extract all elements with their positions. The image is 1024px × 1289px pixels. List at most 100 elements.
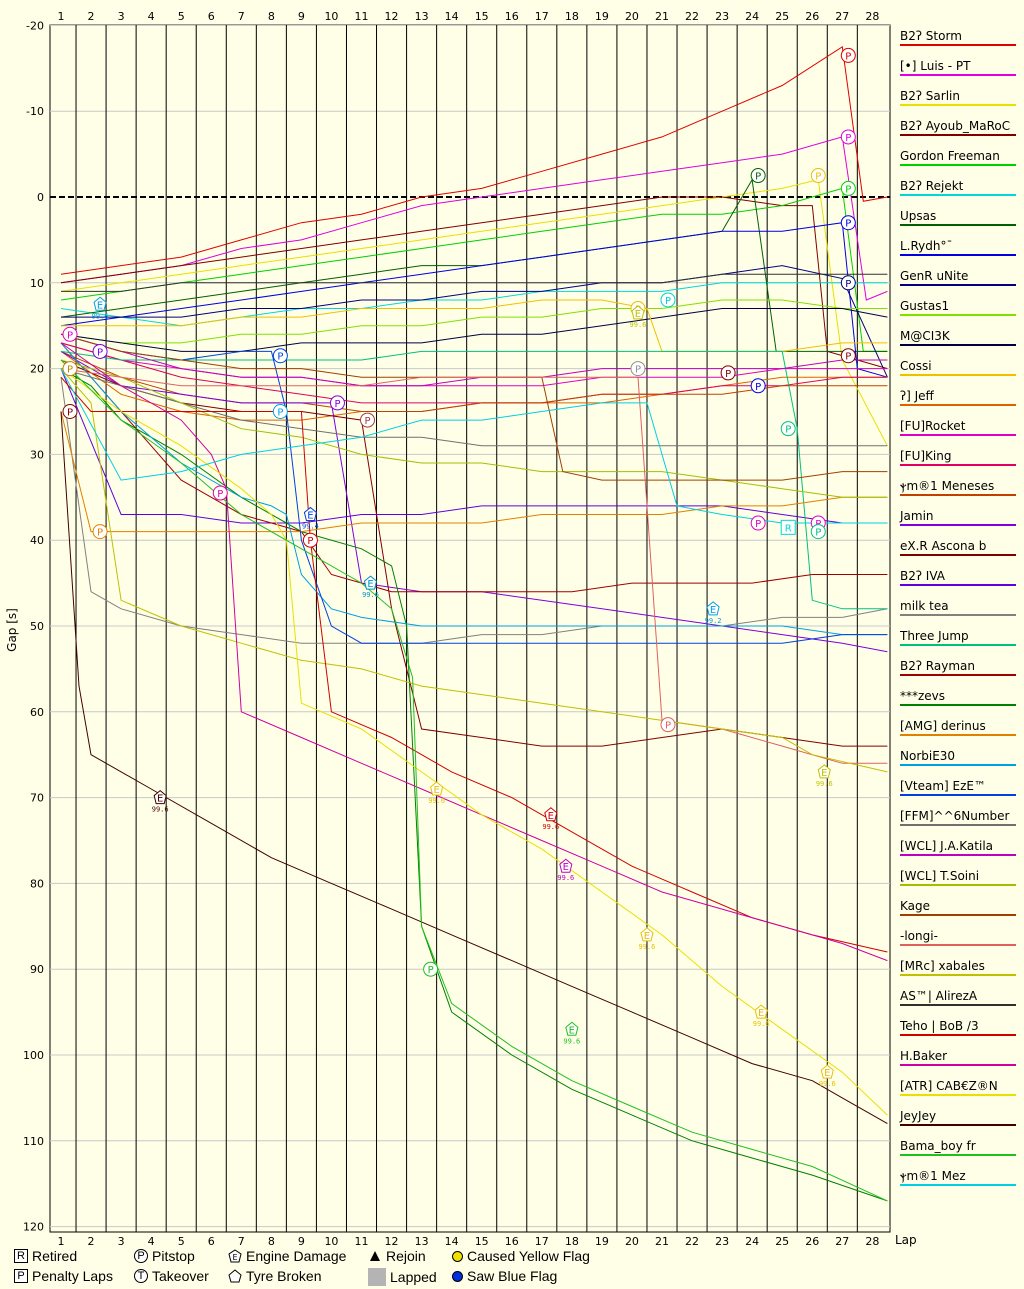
race-gap-chart: -20-100102030405060708090100110120112233…	[5, 10, 1016, 1248]
key-saw-blue-flag: Saw Blue Flag	[452, 1268, 557, 1284]
legend-entry: [WCL] J.A.Katila	[900, 839, 993, 853]
retired-icon: R	[14, 1249, 28, 1263]
engine-damage-marker	[631, 305, 645, 320]
legend-entry: M@CI3K	[900, 329, 951, 343]
x-tick-label: 2	[88, 1235, 95, 1248]
x-tick-label: 24	[745, 1235, 759, 1248]
series-line	[60, 368, 888, 1116]
x-tick-label-top: 11	[355, 10, 369, 23]
x-tick-label-top: 10	[324, 10, 338, 23]
event-symbol: P	[845, 352, 851, 363]
pitstop-marker	[62, 326, 78, 342]
engine-damage-marker	[706, 601, 720, 616]
event-symbol: P	[815, 172, 821, 183]
key-penalty-laps-label: Penalty Laps	[32, 1268, 113, 1284]
y-tick-label: 60	[30, 706, 44, 719]
legend-entry: ***zevs	[900, 689, 945, 703]
x-tick-label: 25	[775, 1235, 789, 1248]
pitstop-marker	[660, 717, 676, 733]
pitstop-marker	[840, 215, 856, 231]
x-tick-label: 23	[715, 1235, 729, 1248]
x-tick-label-top: 8	[268, 10, 275, 23]
event-symbol: R	[785, 523, 792, 534]
key-lapped-label: Lapped	[390, 1269, 437, 1285]
event-symbol: P	[428, 965, 434, 976]
pitstop-marker	[780, 421, 796, 437]
key-retired: R Retired	[14, 1248, 77, 1264]
x-tick-label-top: 13	[415, 10, 429, 23]
x-tick-label-top: 17	[535, 10, 549, 23]
pitstop-marker	[750, 378, 766, 394]
legend-entry: NorbiE30	[900, 749, 955, 763]
x-tick-label: 6	[208, 1235, 215, 1248]
y-tick-label: 120	[23, 1221, 44, 1234]
x-tick-label: 8	[268, 1235, 275, 1248]
engine-damage-marker	[93, 296, 107, 311]
legend-entry: JeyJey	[899, 1109, 936, 1123]
engine-damage-label: 99.6	[816, 780, 833, 788]
event-symbol: P	[635, 365, 641, 376]
pitstop-marker	[92, 524, 108, 540]
legend-entry: -longi-	[900, 929, 938, 943]
y-tick-label: 80	[30, 877, 44, 890]
event-symbol: P	[67, 408, 73, 419]
key-saw-blue-flag-label: Saw Blue Flag	[467, 1268, 558, 1284]
legend-entry: AS™| AlirezA	[900, 989, 978, 1003]
event-symbol: P	[277, 408, 283, 419]
pitstop-marker	[810, 168, 826, 184]
event-symbol: E	[433, 785, 439, 796]
engine-damage-marker	[363, 575, 378, 590]
x-tick-label-top: 19	[595, 10, 609, 23]
pitstop-marker	[840, 275, 856, 291]
event-symbol: P	[277, 352, 283, 363]
x-tick-label: 13	[415, 1235, 429, 1248]
engine-damage-label: 99.4	[302, 522, 319, 530]
legend-entry: milk tea	[900, 599, 949, 613]
event-symbol: P	[785, 425, 791, 436]
series-line	[60, 187, 888, 352]
legend-entry: Gustas1	[900, 299, 949, 313]
pitstop-marker	[660, 292, 676, 308]
legend-entry: [•] Luis - PT	[900, 59, 971, 73]
engine-damage-marker	[640, 927, 654, 942]
x-tick-label-top: 12	[385, 10, 399, 23]
legend-entry: B2ʔ Sarlin	[900, 89, 960, 103]
x-tick-label-top: 4	[148, 10, 155, 23]
series-line	[60, 368, 888, 773]
y-tick-label: 0	[37, 191, 44, 204]
event-symbol: P	[845, 133, 851, 144]
key-caused-yellow-flag: Caused Yellow Flag	[452, 1248, 590, 1264]
pitstop-marker	[62, 361, 78, 377]
legend-entry: ʔ] Jeff	[900, 389, 935, 403]
engine-damage-marker	[565, 1021, 579, 1036]
y-tick-label: 10	[30, 277, 44, 290]
x-tick-label-top: 26	[805, 10, 819, 23]
legend-entry: Teho | BoB /3	[899, 1019, 979, 1033]
event-symbol: P	[755, 382, 761, 393]
legend-entry: [ATR] CAB€Z®N	[900, 1079, 998, 1093]
x-tick-label-top: 24	[745, 10, 759, 23]
engine-damage-label: 99.6	[639, 943, 656, 951]
series-line	[60, 342, 888, 962]
pitstop-marker	[212, 485, 228, 501]
pitstop-marker	[423, 961, 439, 977]
engine-damage-marker	[559, 858, 573, 873]
pitstop-marker	[62, 404, 78, 419]
engine-damage-icon: E	[228, 1249, 242, 1263]
x-tick-label-top: 25	[775, 10, 789, 23]
x-tick-label: 17	[535, 1235, 549, 1248]
svg-text:E: E	[232, 1253, 237, 1262]
engine-damage-label: 99.6	[428, 797, 445, 805]
y-tick-label: 110	[23, 1135, 44, 1148]
event-symbol: P	[364, 416, 370, 427]
x-tick-label: 21	[655, 1235, 669, 1248]
event-symbol: P	[845, 184, 851, 195]
engine-damage-label: 99.2	[705, 617, 722, 625]
series-line	[60, 196, 888, 370]
key-takeover: T Takeover	[134, 1268, 209, 1284]
event-symbol: E	[644, 931, 650, 942]
key-pitstop-label: Pitstop	[152, 1248, 195, 1264]
pitstop-marker	[720, 365, 736, 381]
pitstop-marker	[272, 404, 288, 419]
event-symbol: E	[97, 300, 103, 311]
